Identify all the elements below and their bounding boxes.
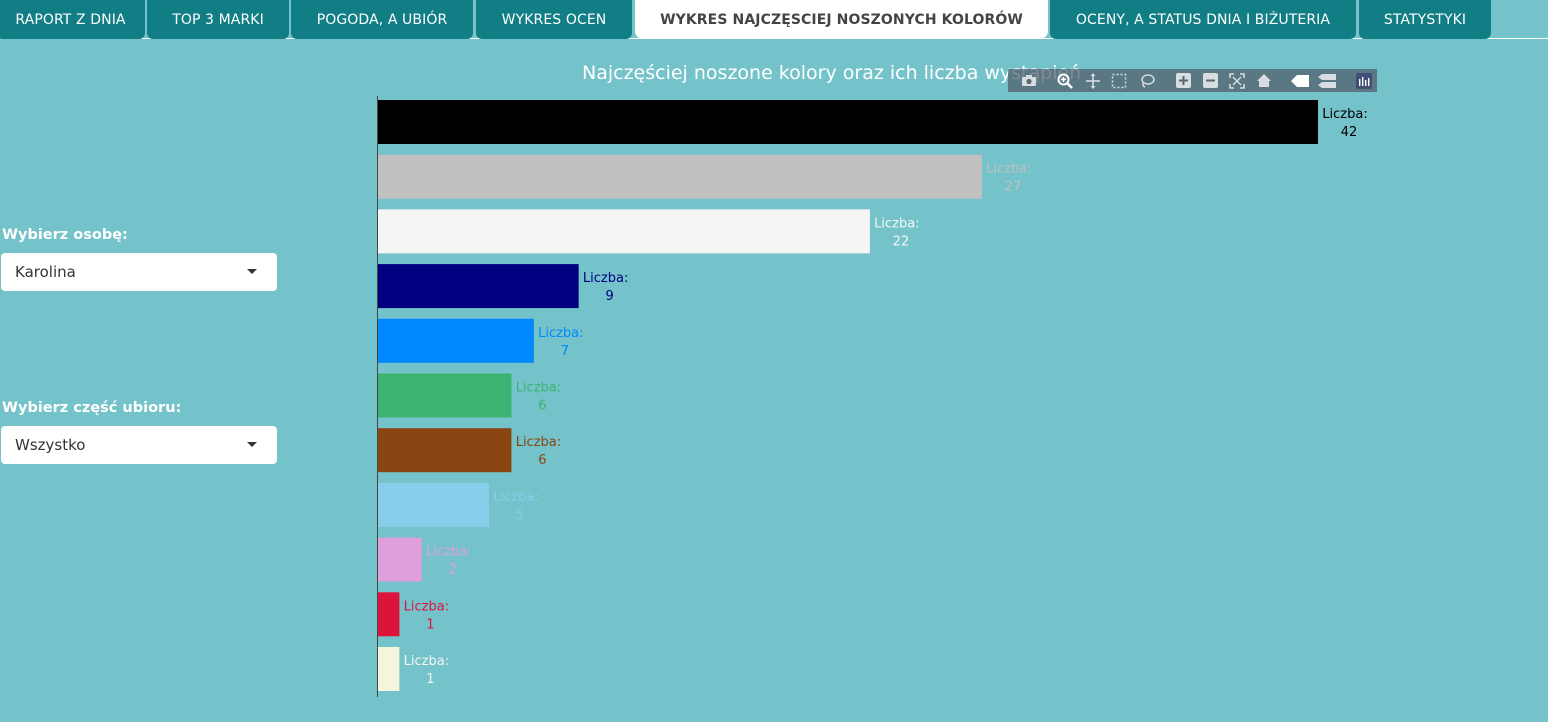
zoom-in-icon[interactable] — [1172, 69, 1194, 92]
bar-crimson[interactable] — [377, 592, 400, 637]
bar-label-value: 9 — [606, 289, 614, 304]
bar-label-prefix: Liczba: — [493, 490, 538, 505]
bar-label-value: 2 — [449, 563, 457, 578]
zoom-icon[interactable] — [1054, 69, 1076, 92]
bar-whitesmoke[interactable] — [377, 209, 870, 254]
bar-label-value: 7 — [561, 344, 569, 359]
bar-mediumseagreen[interactable] — [377, 373, 512, 418]
bar-label-prefix: Liczba: — [538, 326, 583, 341]
pan-icon[interactable] — [1082, 69, 1104, 92]
tab-top-3-marki[interactable]: TOP 3 MARKI — [147, 0, 289, 39]
lasso-select-icon[interactable] — [1136, 69, 1158, 92]
person-dropdown-value: Karolina — [15, 263, 76, 281]
bar-label-prefix: Liczba: — [986, 162, 1031, 177]
bar-label-prefix: Liczba: — [874, 216, 919, 231]
camera-icon[interactable] — [1018, 69, 1040, 92]
bar-label-prefix: Liczba: — [426, 545, 471, 560]
clothing-part-dropdown-value: Wszystko — [15, 436, 86, 454]
plotly-logo-icon[interactable] — [1353, 69, 1375, 92]
person-label: Wybierz osobę: — [2, 227, 128, 243]
bar-black[interactable] — [377, 100, 1318, 144]
bar-label-value: 6 — [538, 453, 546, 468]
bar-label-prefix: Liczba: — [583, 271, 628, 286]
reset-axes-icon[interactable] — [1253, 69, 1275, 92]
chart-modebar — [1008, 69, 1377, 92]
bar-label-prefix: Liczba: — [404, 654, 449, 669]
bar-label-value: 1 — [426, 617, 434, 632]
bar-label-prefix: Liczba: — [404, 599, 449, 614]
chevron-down-icon — [247, 269, 257, 274]
bar-label-value: 42 — [1341, 125, 1358, 140]
tab-statystyki[interactable]: STATYSTYKI — [1359, 0, 1491, 39]
autoscale-icon[interactable] — [1226, 69, 1248, 92]
bar-navy[interactable] — [377, 264, 579, 309]
bar-saddlebrown[interactable] — [377, 428, 512, 473]
bar-label-value: 1 — [426, 672, 434, 687]
bar-label-prefix: Liczba: — [516, 435, 561, 450]
spike-lines-icon[interactable] — [1289, 69, 1311, 92]
clothing-part-label: Wybierz część ubioru: — [2, 400, 182, 416]
chevron-down-icon — [247, 442, 257, 447]
bar-plum[interactable] — [377, 537, 422, 582]
bar-dodgerblue[interactable] — [377, 318, 534, 363]
zoom-out-icon[interactable] — [1199, 69, 1221, 92]
bar-beige[interactable] — [377, 647, 400, 691]
tab-pogoda-a-ubior[interactable]: POGODA, A UBIÓR — [291, 0, 473, 39]
bar-label-value: 5 — [516, 508, 524, 523]
person-dropdown[interactable]: Karolina — [1, 253, 277, 291]
tab-wykres-ocen[interactable]: WYKRES OCEN — [476, 0, 632, 39]
tab-bar: RAPORT Z DNIA TOP 3 MARKI POGODA, A UBIÓ… — [0, 0, 1548, 39]
bar-label-value: 27 — [1005, 180, 1022, 195]
clothing-part-dropdown[interactable]: Wszystko — [1, 426, 277, 464]
bar-label-prefix: Liczba: — [1322, 107, 1367, 122]
bar-silver[interactable] — [377, 154, 982, 199]
bar-label-value: 22 — [893, 234, 910, 249]
compare-hover-icon[interactable] — [1316, 69, 1338, 92]
bar-label-prefix: Liczba: — [516, 381, 561, 396]
bar-skyblue[interactable] — [377, 482, 490, 527]
tab-oceny-status-dnia[interactable]: OCENY, A STATUS DNIA I BIŻUTERIA — [1050, 0, 1356, 39]
tab-wykres-kolorow[interactable]: WYKRES NAJCZĘSCIEJ NOSZONYCH KOLORÓW — [635, 0, 1048, 39]
tab-raport-z-dnia[interactable]: RAPORT Z DNIA — [0, 0, 145, 39]
chart-title: Najczęściej noszone kolory oraz ich licz… — [582, 62, 1082, 84]
bar-label-value: 6 — [538, 399, 546, 414]
box-select-icon[interactable] — [1108, 69, 1130, 92]
